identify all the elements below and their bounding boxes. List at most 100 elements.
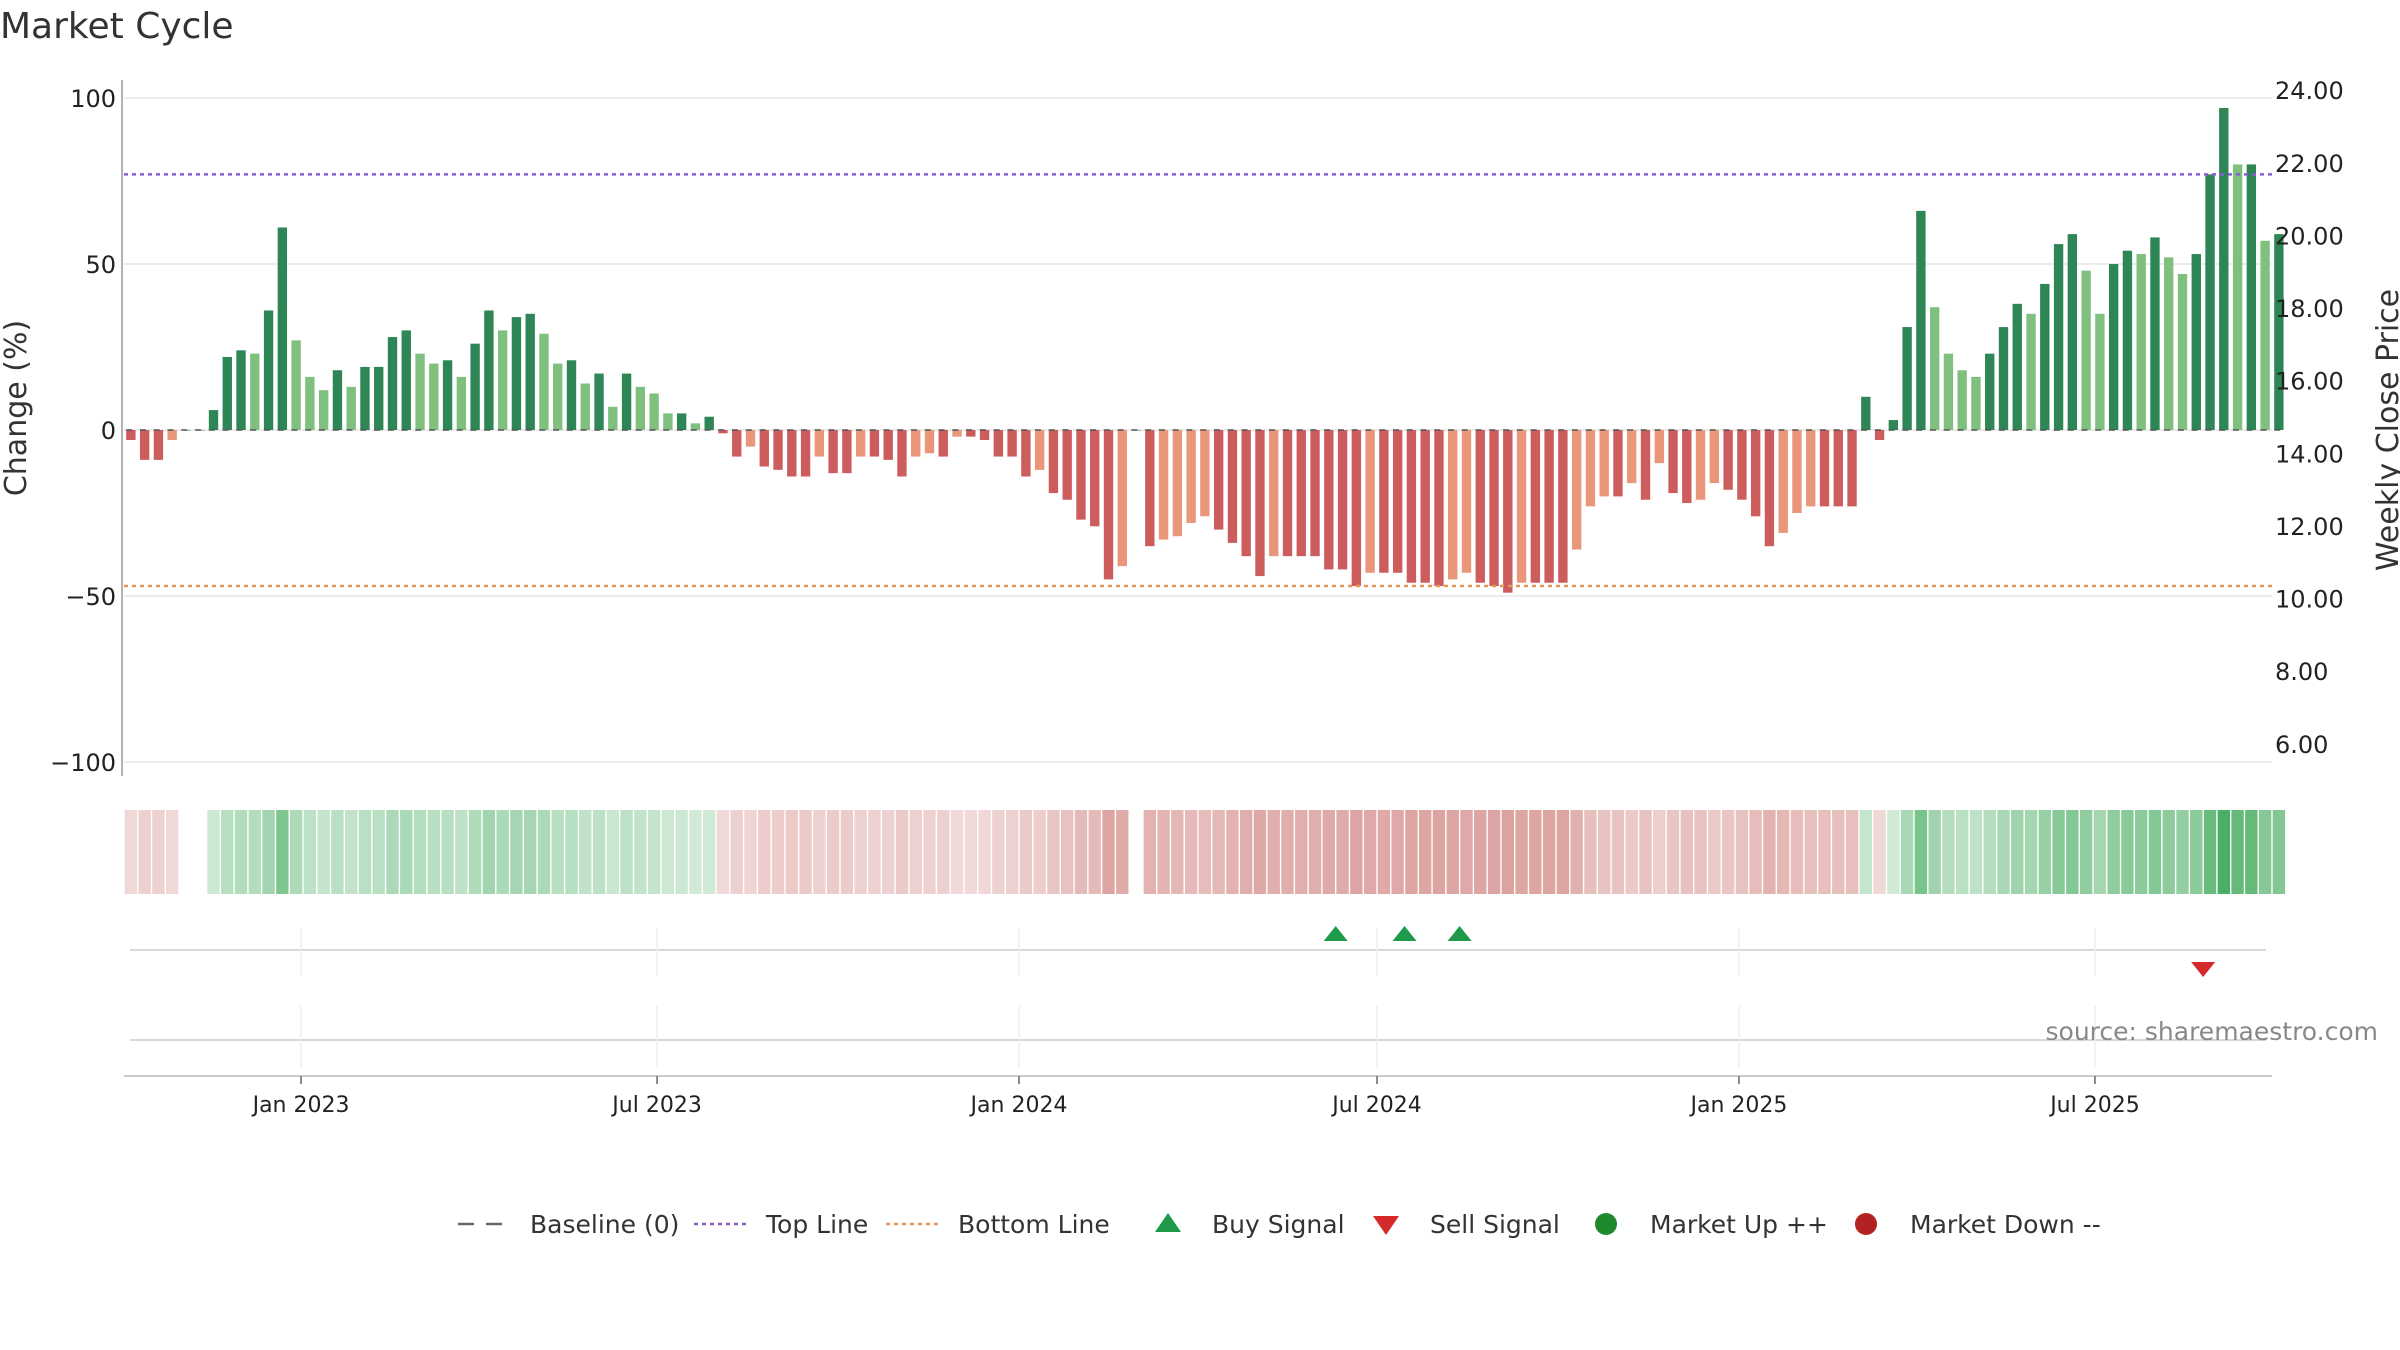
bar	[208, 410, 219, 430]
bar	[1971, 376, 1981, 430]
heat-cell	[537, 810, 551, 894]
y-axis-ticks: 100 50 0 −50 −100	[50, 85, 116, 777]
bar	[2205, 174, 2215, 430]
heat-cell	[1776, 810, 1790, 894]
bar	[2136, 254, 2146, 430]
heat-cell	[1047, 810, 1060, 894]
heat-cell	[1639, 810, 1652, 894]
heat-cell	[317, 810, 330, 894]
bar	[883, 430, 893, 460]
legend-label: Baseline (0)	[530, 1210, 679, 1239]
bar	[911, 430, 921, 457]
heat-cell	[716, 810, 730, 894]
bar	[1227, 430, 1238, 543]
x-tick-label: Jan 2023	[251, 1093, 350, 1118]
bar	[1090, 430, 1100, 527]
bar	[1985, 353, 1995, 430]
bar	[1819, 430, 1830, 507]
bar	[1048, 430, 1059, 494]
heat-cell	[427, 810, 441, 894]
heat-cell	[1474, 810, 1487, 894]
heat-cell	[1749, 810, 1762, 894]
y-tick-label: 50	[85, 251, 116, 279]
bar	[1448, 430, 1458, 580]
bar	[1750, 430, 1761, 517]
bar	[1117, 430, 1127, 567]
x-axis-ticks: Jan 2023 Jul 2023 Jan 2024 Jul 2024 Jan 2025…	[251, 1076, 2140, 1118]
bar	[993, 430, 1004, 457]
bar	[676, 413, 687, 430]
heat-cell	[124, 810, 138, 894]
bar	[1558, 430, 1568, 583]
bar	[718, 430, 728, 434]
heat-cell	[482, 810, 496, 894]
bar	[1874, 430, 1885, 440]
bar	[470, 343, 480, 430]
bar	[1861, 396, 1871, 430]
bar	[1654, 430, 1664, 464]
bar	[1200, 430, 1210, 517]
heat-cell	[1542, 810, 1556, 894]
bar	[828, 430, 838, 474]
bar	[442, 360, 453, 430]
bar	[1668, 430, 1678, 494]
heat-cell	[1088, 810, 1101, 894]
heat-cell	[1556, 810, 1570, 894]
bar	[594, 373, 604, 430]
bar	[1585, 430, 1596, 507]
chart-title: Market Cycle	[0, 6, 234, 47]
bar	[1916, 210, 1926, 430]
heat-cell	[923, 810, 936, 894]
buy-signal-marker	[1323, 926, 1348, 941]
bar	[1544, 430, 1554, 583]
heat-cell	[1653, 810, 1666, 894]
legend-label: Market Down --	[1910, 1210, 2101, 1239]
bar	[2026, 313, 2036, 430]
heat-cell	[813, 810, 826, 894]
bar	[2177, 273, 2188, 430]
bar	[415, 353, 425, 430]
bar	[1888, 420, 1899, 430]
x-tick-label: Jan 2025	[1688, 1093, 1787, 1118]
buy-signal-marker	[1447, 926, 1472, 941]
bar	[635, 386, 646, 430]
y-axis-label: Change (%)	[0, 320, 34, 496]
bar	[1034, 430, 1045, 470]
x-tick-label: Jan 2024	[969, 1093, 1068, 1118]
y2-tick-label: 8.00	[2275, 658, 2328, 686]
y2-axis-ticks: 24.00 22.00 20.00 18.00 16.00 14.00 12.00 10.00…	[2275, 77, 2344, 759]
bar	[621, 373, 632, 430]
heat-cell	[289, 810, 303, 894]
bar	[1296, 430, 1306, 557]
bar	[2067, 234, 2078, 430]
y2-tick-label: 20.00	[2275, 222, 2344, 250]
heat-cell	[620, 810, 633, 894]
bar	[401, 330, 411, 430]
heat-cell	[1350, 810, 1363, 894]
sell-signal-marker	[2191, 962, 2216, 977]
bar	[1420, 430, 1430, 583]
heat-cell	[1873, 810, 1886, 894]
heat-cell	[744, 810, 757, 894]
heat-cell	[1763, 810, 1776, 894]
bar	[1737, 430, 1747, 500]
heat-cell	[1721, 810, 1735, 894]
heat-cell	[1942, 810, 1955, 894]
bar	[1310, 430, 1320, 557]
heat-cell	[730, 810, 743, 894]
y2-axis-label: Weekly Close Price	[2371, 289, 2400, 571]
legend-item: Sell Signal	[1373, 1210, 1560, 1239]
bar	[2150, 237, 2160, 430]
heat-cell	[1019, 810, 1033, 894]
bar	[1351, 430, 1362, 587]
heat-cell	[1432, 810, 1446, 894]
bar	[1337, 430, 1348, 570]
heat-cell	[234, 810, 248, 894]
heat-cell	[1281, 810, 1294, 894]
heat-cell	[468, 810, 482, 894]
heat-cell	[937, 810, 950, 894]
bar	[2095, 313, 2105, 430]
heat-cell	[2066, 810, 2079, 894]
bar	[1530, 430, 1541, 583]
y-tick-label: −100	[50, 749, 116, 777]
